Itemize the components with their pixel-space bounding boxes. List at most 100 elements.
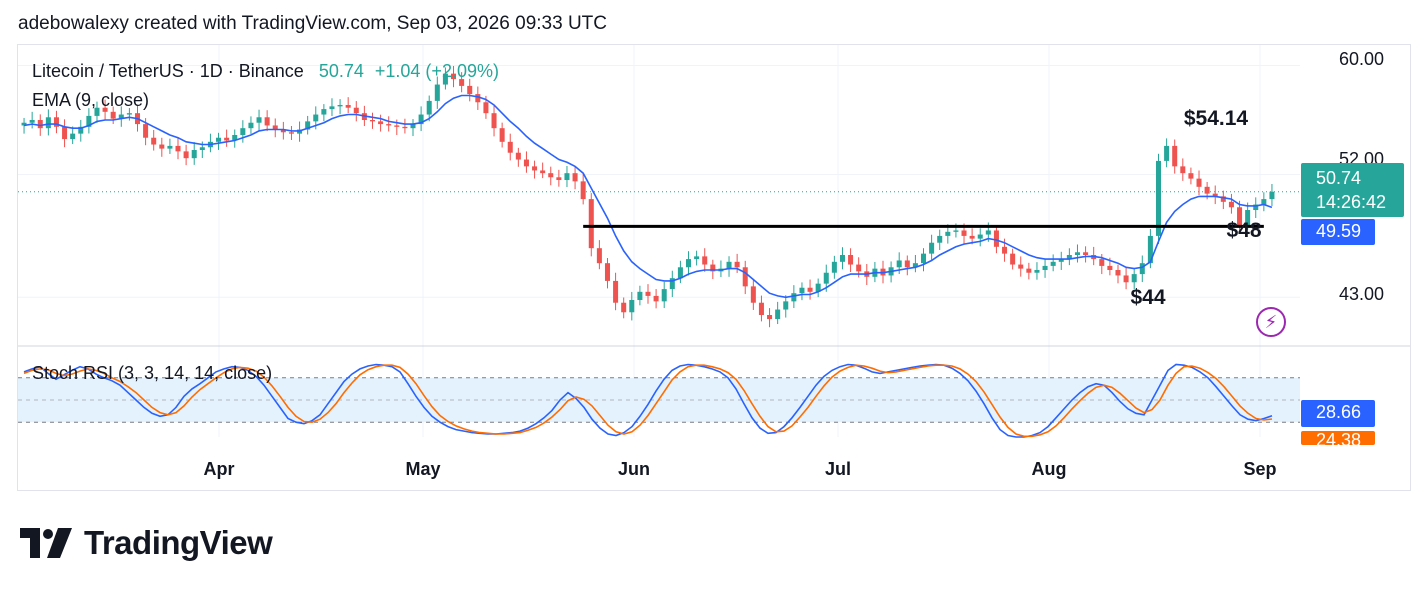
candle-body	[548, 173, 554, 178]
candle	[207, 133, 213, 153]
candle	[734, 253, 740, 273]
candle	[53, 110, 59, 134]
lightning-icon[interactable]: ⚡	[1256, 307, 1286, 337]
candle	[442, 67, 448, 90]
candle-body	[491, 113, 497, 129]
candle	[904, 255, 910, 276]
candle	[1164, 138, 1170, 168]
candle-body	[750, 286, 756, 303]
legend-symbol[interactable]: Litecoin / TetherUS · 1D · Binance 50.74…	[32, 61, 499, 82]
legend-stoch-rsi[interactable]: Stoch RSI (3, 3, 14, 14, close)	[32, 363, 273, 383]
candle-body	[191, 150, 197, 159]
x-tick-sep: Sep	[1243, 459, 1277, 479]
candle	[321, 104, 327, 122]
ema-polyline	[23, 94, 1273, 299]
candle	[1220, 190, 1226, 210]
candle	[1188, 167, 1194, 185]
candle-body	[45, 117, 51, 129]
candle-body	[564, 173, 570, 180]
candle	[280, 121, 286, 140]
candle-body	[70, 133, 76, 140]
candle-body	[159, 144, 165, 149]
candle	[499, 122, 505, 148]
candle	[418, 106, 424, 132]
candle	[848, 248, 854, 273]
candle	[78, 119, 84, 142]
candle	[167, 138, 173, 154]
candle-body	[434, 84, 440, 101]
candle-body	[118, 114, 124, 119]
candle-body	[426, 100, 432, 115]
candle	[969, 228, 975, 245]
candle	[224, 129, 230, 147]
candle-body	[1050, 261, 1056, 266]
candle	[110, 106, 116, 124]
candle-body	[791, 293, 797, 302]
candle	[937, 229, 943, 250]
candle-body	[645, 291, 651, 296]
candle-body	[240, 128, 246, 135]
candle	[183, 144, 189, 166]
x-tick-may: May	[405, 459, 441, 479]
candle	[426, 95, 432, 122]
candle-body	[596, 248, 602, 264]
candle-body	[1010, 253, 1016, 265]
candle-body	[459, 79, 465, 86]
candle-body	[904, 260, 910, 268]
candle-body	[572, 173, 578, 182]
candle-body	[669, 278, 675, 290]
candle-body	[62, 126, 68, 140]
candle-body	[29, 120, 35, 123]
tradingview-logo-text: TradingView	[84, 524, 273, 561]
candle-body	[1196, 178, 1202, 187]
candle	[596, 240, 602, 270]
candle-body	[353, 107, 359, 114]
candle	[920, 248, 927, 272]
annotation-support: $48	[1226, 219, 1262, 242]
candle-body	[604, 263, 610, 281]
candle-body	[1237, 207, 1243, 225]
candle-body	[831, 261, 837, 273]
candle	[694, 250, 700, 266]
candle	[1196, 170, 1202, 195]
candle	[94, 101, 100, 123]
candle	[775, 301, 781, 325]
candle-body	[839, 255, 845, 262]
candle-body	[126, 113, 132, 115]
candle	[410, 119, 416, 137]
candle	[102, 99, 108, 120]
candle-body	[1139, 263, 1145, 275]
candle-body	[783, 301, 789, 310]
candle-body	[896, 260, 902, 268]
candle-body	[1188, 173, 1194, 179]
candle	[329, 98, 335, 117]
candle-body	[588, 199, 594, 249]
candle	[580, 173, 586, 205]
candle-body	[993, 230, 999, 247]
candle-body	[807, 287, 813, 292]
candle	[702, 248, 708, 272]
candle	[264, 110, 270, 132]
candle	[718, 260, 724, 278]
legend-ema[interactable]: EMA (9, close)	[32, 90, 150, 110]
candle-body	[1074, 252, 1080, 255]
price-chart[interactable]	[18, 45, 1411, 491]
candle-body	[823, 272, 829, 284]
candle	[467, 78, 473, 102]
candle-body	[442, 73, 448, 85]
candle-body	[1155, 160, 1162, 236]
candle	[232, 129, 238, 148]
candle	[1139, 255, 1145, 283]
candle-body	[378, 121, 384, 125]
candle	[1010, 248, 1016, 270]
candle-body	[499, 128, 505, 142]
candle-body	[556, 177, 562, 180]
stoch-k-line	[23, 363, 1273, 438]
candle	[1253, 197, 1259, 219]
candle-body	[1123, 275, 1129, 283]
candle	[216, 132, 222, 150]
tradingview-logo[interactable]: TradingView	[20, 524, 273, 562]
candle-body	[1131, 274, 1137, 283]
candle-body	[661, 289, 667, 302]
chart-frame[interactable]: Litecoin / TetherUS · 1D · Binance 50.74…	[17, 44, 1411, 491]
